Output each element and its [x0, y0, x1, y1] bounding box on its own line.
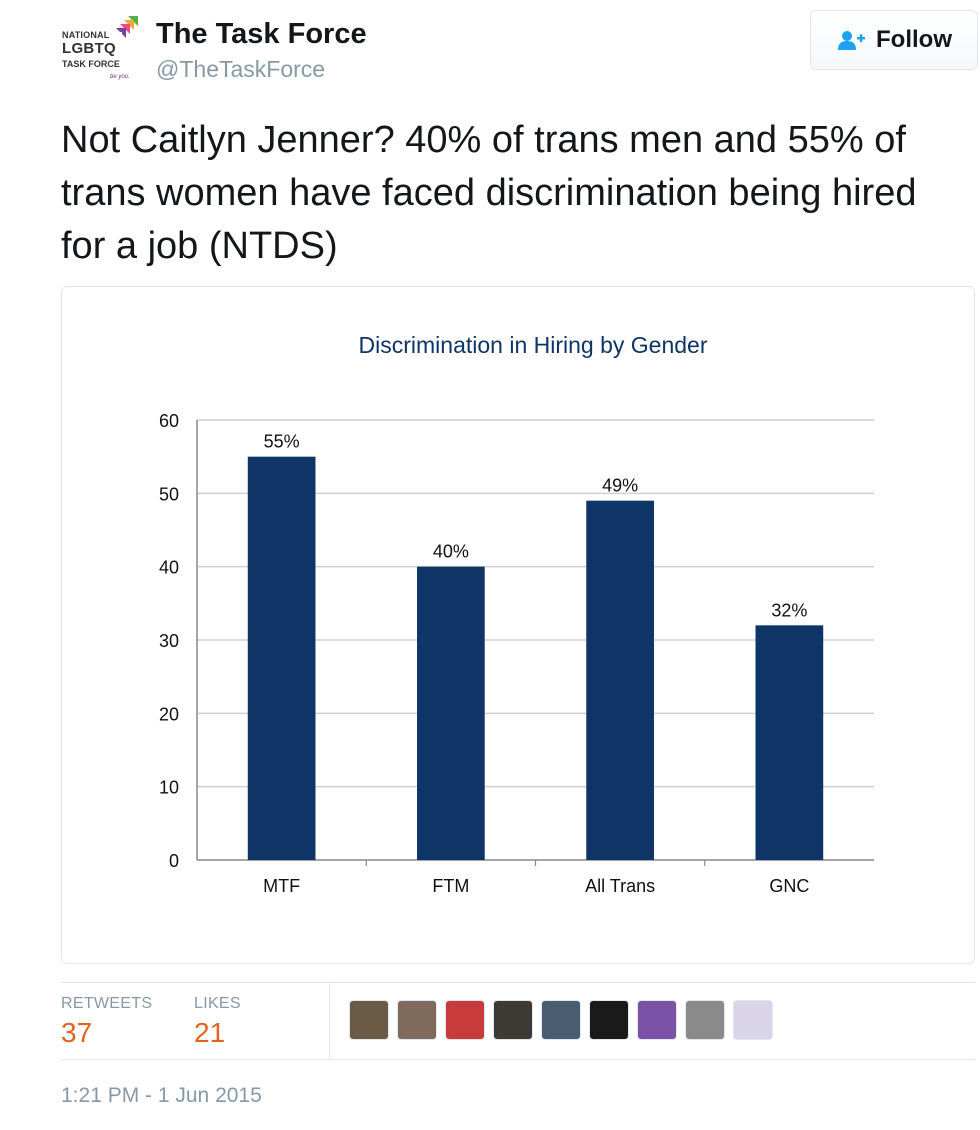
y-tick-label: 40 — [159, 558, 179, 578]
bar-mtf — [247, 456, 316, 860]
tweet-media-chart[interactable]: Discrimination in Hiring by Gender 0 10 20… — [61, 286, 975, 964]
avatar-7[interactable] — [637, 1000, 677, 1040]
avatar-3[interactable] — [445, 1000, 485, 1040]
logo-text-lgbtq: LGBTQ — [62, 40, 116, 57]
follow-button[interactable]: Follow — [810, 10, 978, 70]
x-tick-label: All Trans — [585, 876, 655, 896]
likes-stat[interactable]: LIKES 21 — [194, 995, 241, 1049]
bar-data-label: 55% — [264, 432, 300, 452]
likes-label: LIKES — [194, 995, 241, 1012]
bar-data-label: 40% — [433, 542, 469, 562]
avatar-9[interactable] — [733, 1000, 773, 1040]
y-tick-label: 50 — [159, 484, 179, 504]
avatar-4[interactable] — [493, 1000, 533, 1040]
y-tick-label: 10 — [159, 778, 179, 798]
y-tick-label: 0 — [169, 851, 179, 871]
stats-divider — [329, 983, 330, 1060]
tweet-stats: RETWEETS 37 LIKES 21 — [61, 982, 975, 1060]
logo-text-tagline: be you. — [110, 74, 130, 80]
avatar-8[interactable] — [685, 1000, 725, 1040]
bar-all-trans — [586, 500, 654, 860]
logo-text-task-force: TASK FORCE — [62, 59, 120, 69]
bar-ftm — [417, 566, 485, 860]
tweet-timestamp[interactable]: 1:21 PM - 1 Jun 2015 — [61, 1084, 262, 1107]
retweets-count: 37 — [61, 1017, 93, 1048]
bar-data-label: 32% — [771, 600, 807, 620]
x-tick-label: FTM — [432, 876, 469, 896]
avatar-1[interactable] — [349, 1000, 389, 1040]
author-handle[interactable]: @TheTaskForce — [156, 56, 326, 82]
avatar-6[interactable] — [589, 1000, 629, 1040]
task-force-logo[interactable]: NATIONAL LGBTQ TASK FORCE be you. — [60, 14, 140, 86]
bar-chart: Discrimination in Hiring by Gender 0 10 20… — [159, 332, 874, 896]
y-tick-label: 60 — [159, 411, 179, 431]
avatar-5[interactable] — [541, 1000, 581, 1040]
y-tick-label: 30 — [159, 631, 179, 651]
y-tick-label: 20 — [159, 704, 179, 724]
avatar-2[interactable] — [397, 1000, 437, 1040]
likes-count: 21 — [194, 1017, 226, 1048]
tweet-text: Not Caitlyn Jenner? 40% of trans men and… — [61, 119, 917, 267]
chart-title: Discrimination in Hiring by Gender — [359, 332, 708, 358]
add-user-icon — [838, 31, 865, 50]
logo-chevron-icon — [116, 16, 138, 38]
bar-data-label: 49% — [602, 476, 638, 496]
logo-text-national: NATIONAL — [62, 30, 110, 40]
author-name[interactable]: The Task Force — [156, 18, 367, 50]
x-tick-label: GNC — [769, 876, 809, 896]
bar-gnc — [755, 625, 824, 860]
x-tick-label: MTF — [263, 876, 300, 896]
follow-button-label: Follow — [876, 26, 952, 53]
liker-avatars — [349, 1000, 773, 1040]
retweets-stat[interactable]: RETWEETS 37 — [61, 995, 152, 1049]
retweets-label: RETWEETS — [61, 995, 153, 1012]
